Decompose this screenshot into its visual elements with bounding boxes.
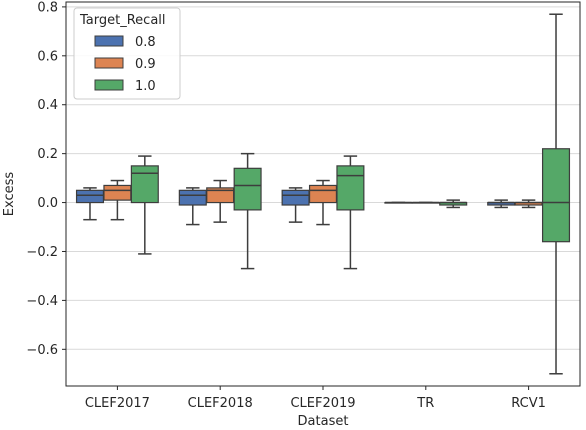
box-tr-0-8 xyxy=(384,201,413,204)
x-tick-label: RCV1 xyxy=(511,396,546,411)
box-clef2017-0-9 xyxy=(103,179,132,221)
legend: Target_Recall 0.8 0.9 1.0 xyxy=(73,7,181,100)
y-tick-label: −0.2 xyxy=(26,245,58,260)
y-tick-label: −0.4 xyxy=(26,294,58,309)
box-body xyxy=(281,189,310,206)
legend-box xyxy=(73,7,181,100)
y-tick-label: 0.2 xyxy=(37,147,58,162)
legend-swatch xyxy=(94,79,124,91)
x-ticks: CLEF2017 CLEF2018 CLEF2019 TR RCV1 xyxy=(85,386,546,411)
legend-label: 1.0 xyxy=(135,79,156,94)
y-ticks: −0.6 −0.4 −0.2 0.0 0.2 0.4 0.6 0.8 xyxy=(26,0,66,358)
box-body xyxy=(336,165,365,211)
box-clef2019-0-8 xyxy=(281,187,310,223)
legend-label: 0.8 xyxy=(135,35,156,50)
box-rcv1-1-0 xyxy=(541,13,571,375)
box-body xyxy=(103,184,132,201)
box-clef2018-0-9 xyxy=(206,179,235,223)
box-body xyxy=(233,167,262,211)
x-tick-label: CLEF2017 xyxy=(85,396,150,411)
box-body xyxy=(75,189,105,204)
x-tick-label: CLEF2018 xyxy=(188,396,253,411)
legend-title: Target_Recall xyxy=(79,13,166,28)
box-rcv1-0-8 xyxy=(487,199,516,209)
legend-label: 0.9 xyxy=(135,57,156,72)
box-layer xyxy=(75,13,571,375)
y-tick-label: 0.6 xyxy=(37,49,58,64)
box-tr-0-9 xyxy=(411,201,440,204)
box-clef2019-0-9 xyxy=(308,179,338,226)
box-tr-1-0 xyxy=(439,199,468,209)
box-clef2017-0-8 xyxy=(75,187,105,221)
box-body xyxy=(541,148,571,243)
box-rcv1-0-9 xyxy=(514,199,543,209)
box-clef2018-0-8 xyxy=(178,187,207,226)
y-tick-label: 0.0 xyxy=(37,196,58,211)
x-axis-label: Dataset xyxy=(298,414,349,429)
legend-swatch xyxy=(94,57,124,69)
box-body xyxy=(178,189,207,206)
y-tick-label: 0.8 xyxy=(37,0,58,15)
x-tick-label: CLEF2019 xyxy=(290,396,355,411)
box-body xyxy=(130,165,159,204)
x-tick-label: TR xyxy=(416,396,434,411)
legend-items: 0.8 0.9 1.0 xyxy=(94,35,156,94)
y-tick-label: −0.6 xyxy=(26,343,58,358)
box-clef2018-1-0 xyxy=(233,152,262,270)
y-tick-label: 0.4 xyxy=(37,98,58,113)
box-body xyxy=(308,184,338,204)
box-clef2019-1-0 xyxy=(336,155,365,270)
y-axis-label: Excess xyxy=(2,172,17,217)
legend-swatch xyxy=(94,35,124,47)
box-clef2017-1-0 xyxy=(130,155,159,255)
